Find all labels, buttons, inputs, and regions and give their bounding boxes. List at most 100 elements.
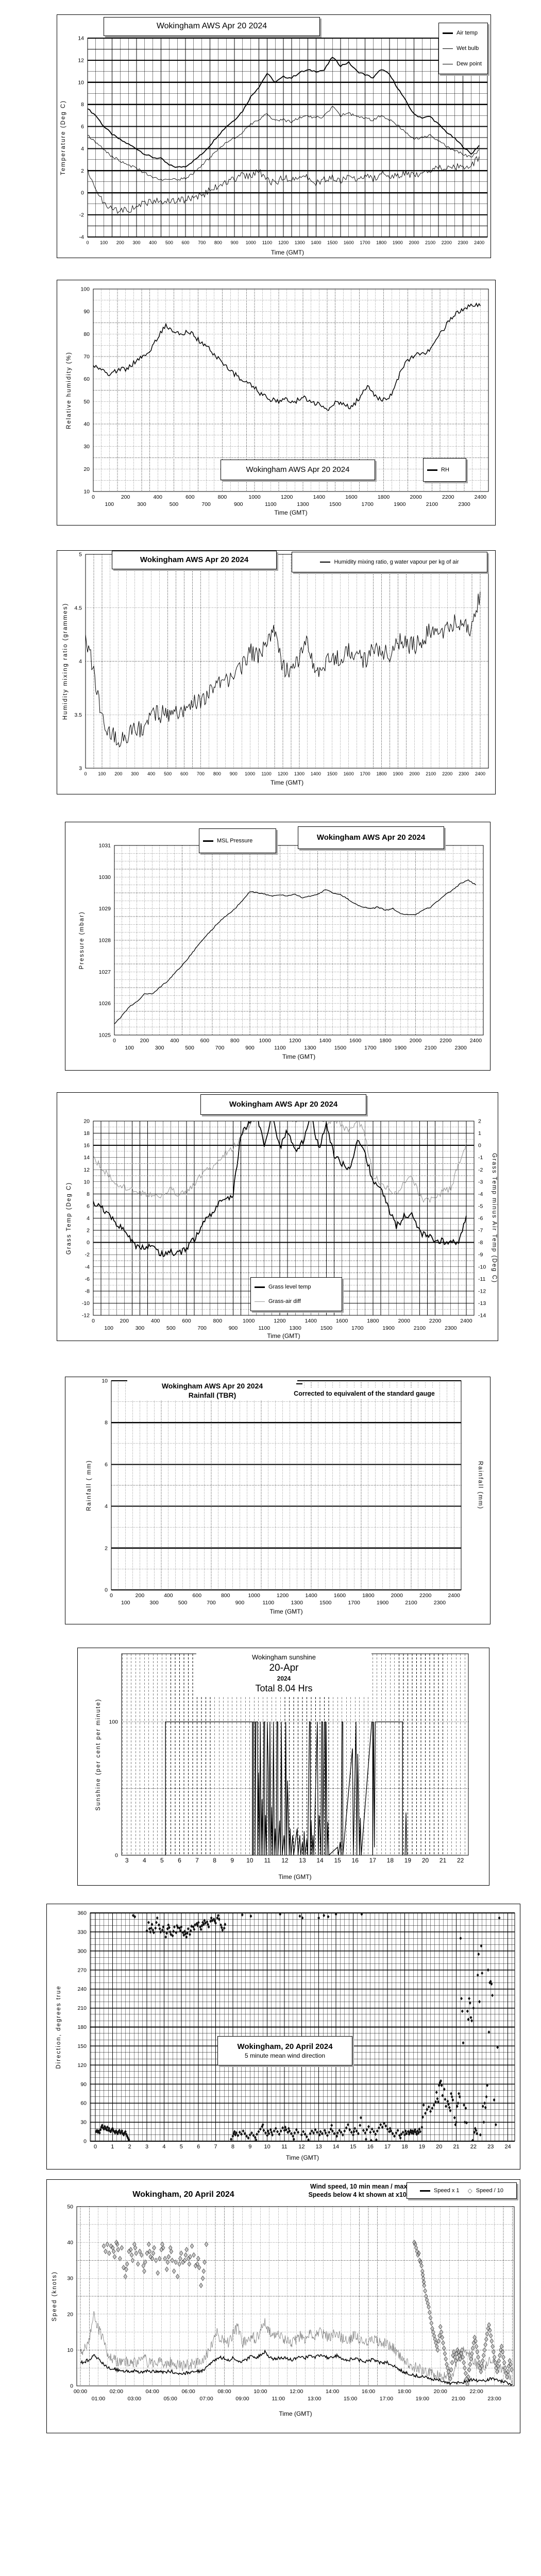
series-max-gust [80,2311,513,2383]
svg-text:19: 19 [404,1857,412,1864]
humidity-mixing-ratio-legend: Humidity mixing ratio, g water vapour pe… [292,552,487,572]
legend-item: Grass level temp [255,1284,338,1290]
svg-text:1200: 1200 [289,1038,301,1044]
svg-text:-4: -4 [79,234,84,241]
svg-text:4: 4 [162,2144,165,2150]
svg-text:1100: 1100 [265,501,277,507]
svg-text:6: 6 [81,124,84,130]
wind-speed-title-line: Speeds below 4 kt shown at x10 scale [308,2191,425,2199]
svg-text:2: 2 [87,1228,90,1234]
series-humidity-mixing-ratio [86,591,481,748]
svg-text:2000: 2000 [398,1318,411,1324]
svg-text:2400: 2400 [474,240,484,245]
svg-text:1026: 1026 [99,1001,111,1007]
legend-line-sample-icon [443,32,453,34]
svg-text:1700: 1700 [348,1600,360,1606]
rainfall-title: Corrected to equivalent of the standard … [290,1388,439,1399]
svg-text:1100: 1100 [263,1600,275,1606]
svg-text:1000: 1000 [246,240,256,245]
svg-text:300: 300 [77,1948,87,1954]
relative-humidity-x-tick-labels: 0 100 200 300 400 500 600 700 800 900 1000 1100 1200… [92,494,486,507]
svg-text:05:00: 05:00 [164,2396,177,2402]
svg-text:700: 700 [197,1325,207,1331]
svg-text:1500: 1500 [327,771,337,776]
svg-text:1000: 1000 [245,771,255,776]
svg-text:1: 1 [111,2144,114,2150]
grass-temperature-y-axis-title: Grass Temp (Deg C) [66,1182,72,1255]
svg-text:14: 14 [83,1155,90,1161]
svg-text:0: 0 [110,1592,113,1599]
svg-text:1700: 1700 [360,771,370,776]
legend-item: Speed x 1 [420,2188,460,2194]
svg-text:800: 800 [218,494,227,500]
legend-line-sample-icon [255,1301,265,1302]
svg-text:120: 120 [77,2062,87,2069]
legend-line-sample-icon [203,840,213,842]
rainfall-gridlines [111,1380,462,1591]
svg-text:-14: -14 [478,1313,486,1319]
svg-text:4: 4 [87,1215,90,1222]
svg-text:10: 10 [246,1857,253,1864]
svg-text:1900: 1900 [393,240,403,245]
svg-text:210: 210 [77,2005,87,2011]
relative-humidity-x-axis-title: Time (GMT) [274,509,307,516]
sunshine-svg: 3 4 5 6 7 8 9 10 11 12 13 14 15 16 17 18 19 20 21 22 Time (G… [95,1653,469,1880]
wind-direction-title-line: Wokingham, 20 April 2024 [237,2042,333,2051]
series-rh [93,302,481,411]
sunshine-title-line: 2024 [277,1674,291,1682]
svg-text:06:00: 06:00 [181,2388,195,2395]
humidity-mixing-ratio-title: Wokingham AWS Apr 20 2024 [112,551,277,569]
msl-pressure-y-tick-labels: 1025 1026 1027 1028 1029 1030 1031 [99,843,111,1039]
svg-text:6: 6 [87,1203,90,1209]
svg-text:-8: -8 [85,1288,90,1294]
wind-speed-series [80,2240,514,2386]
svg-text:11: 11 [264,1857,271,1864]
wind-direction-y-tick-labels: 0 30 60 90 120 150 180 210 240 270 300 330 360 [77,1910,87,2145]
svg-text:0: 0 [92,1318,95,1324]
svg-text:1700: 1700 [364,1045,377,1051]
relative-humidity-y-axis-title: Relative humidity (%) [66,351,72,429]
svg-text:12:00: 12:00 [290,2388,303,2395]
legend-item: Grass-air diff [255,1298,338,1304]
svg-text:19:00: 19:00 [416,2396,429,2402]
svg-text:1800: 1800 [377,771,387,776]
svg-text:30: 30 [67,2276,73,2282]
wind-direction-title-line: 5 minute mean wind direction [244,2052,326,2059]
chart-humidity-mixing-ratio: 0 100 200 300 400 500 600 700 800 900 1000 1100 1200… [57,550,496,794]
wind-direction-gridlines [90,1912,515,2142]
svg-text:-5: -5 [478,1203,483,1209]
rainfall-x-tick-labels: 0 100 200 300 400 500 600 700 800 900100011001200… [110,1592,460,1606]
svg-text:-2: -2 [85,1252,90,1258]
svg-text:07:00: 07:00 [199,2396,213,2402]
temperature-x-axis-title: Time (GMT) [271,249,304,256]
legend-line-sample-icon [427,469,437,471]
svg-text:19: 19 [419,2144,425,2150]
svg-text:0: 0 [94,2144,97,2150]
svg-text:12: 12 [281,1857,289,1864]
chart-relative-humidity: 0 100 200 300 400 500 600 700 800 900 1000 1100 1200… [57,280,496,526]
relative-humidity-title-line: Wokingham AWS Apr 20 2024 [246,465,350,474]
svg-text:4: 4 [105,1503,108,1510]
legend-item-label: Grass level temp [268,1284,311,1290]
msl-pressure-x-axis-title: Time (GMT) [282,1053,315,1060]
svg-text:2: 2 [128,2144,131,2150]
svg-text:1900: 1900 [394,501,406,507]
chart-wind-speed: 00:00 01:00 02:00 03:00 04:00 05:00 06:00 07:00… [46,2179,520,2433]
svg-text:2: 2 [478,1118,481,1125]
relative-humidity-series [93,302,481,411]
svg-text:100: 100 [100,240,108,245]
temperature-y-tick-labels: -4 -2 0 2 4 6 8 10 12 14 [78,36,84,241]
svg-text:01:00: 01:00 [92,2396,105,2402]
series-msl-pressure [114,879,476,1024]
svg-text:10: 10 [67,2347,73,2353]
svg-text:22: 22 [470,2144,477,2150]
legend-item: ◇ Speed / 10 [468,2188,503,2194]
svg-text:360: 360 [77,1910,87,1917]
svg-text:30: 30 [80,2120,87,2126]
svg-text:1500: 1500 [334,1045,347,1051]
svg-text:2400: 2400 [460,1318,472,1324]
svg-text:1100: 1100 [261,771,271,776]
rainfall-svg: 0100200300400500600700800900100011001200… [86,1378,483,1616]
